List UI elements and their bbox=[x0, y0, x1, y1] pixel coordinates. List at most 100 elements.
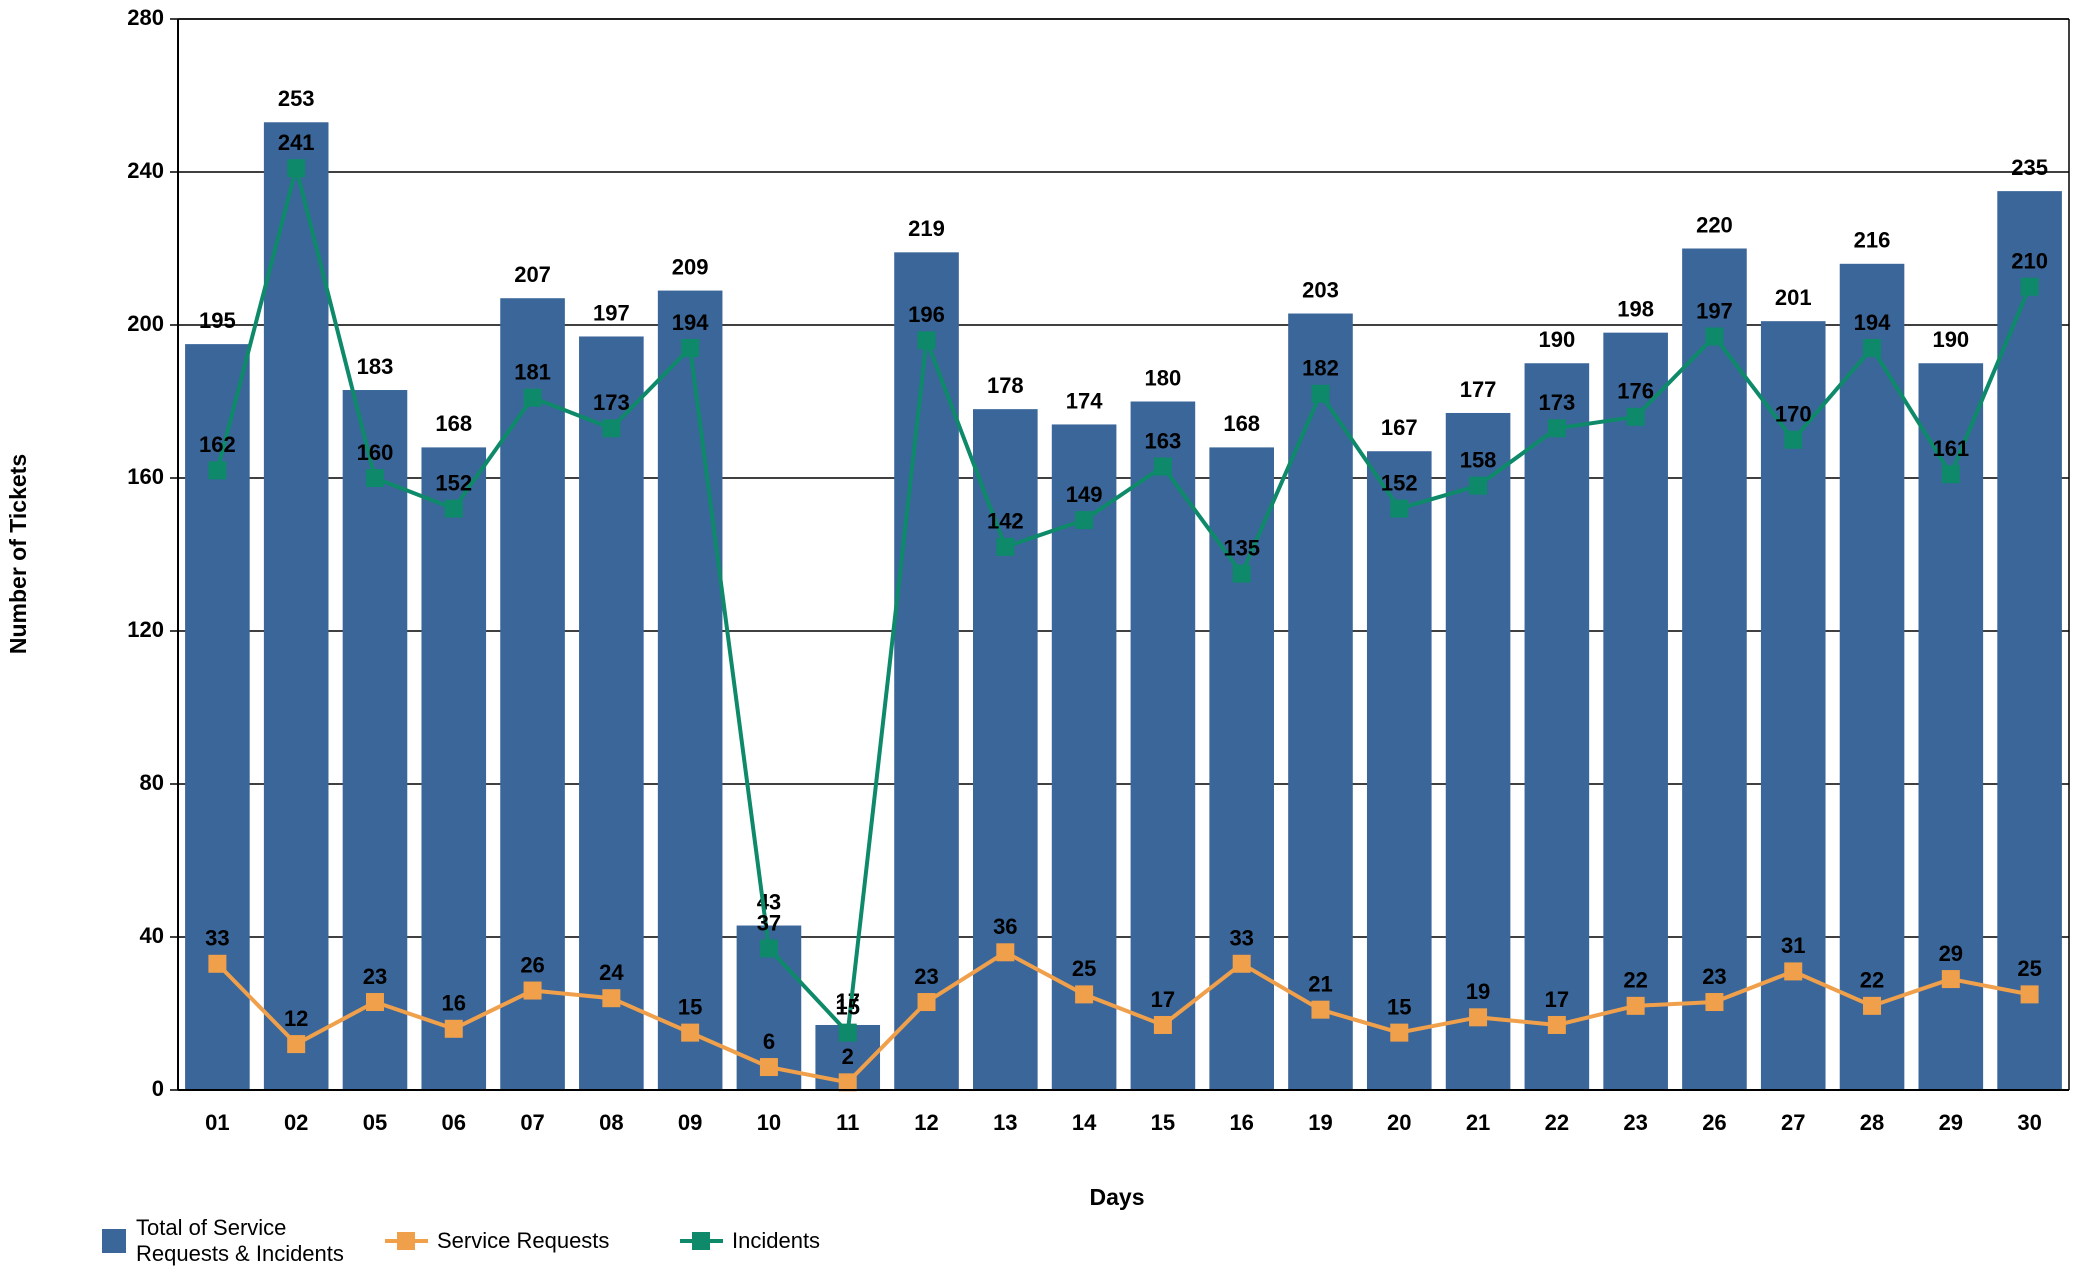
bar-value-label: 178 bbox=[987, 373, 1024, 398]
x-tick-label: 11 bbox=[836, 1110, 859, 1135]
bar-value-label: 203 bbox=[1302, 277, 1339, 302]
line bbox=[215, 167, 2032, 1038]
swatch-marker bbox=[692, 1232, 710, 1250]
x-tick-label: 12 bbox=[914, 1110, 938, 1135]
x-tick-label: 29 bbox=[1939, 1110, 1963, 1135]
x-tick-label: 13 bbox=[993, 1110, 1017, 1135]
line-value-label: 142 bbox=[987, 509, 1024, 534]
legend-label: Total of Service Requests & Incidents bbox=[136, 1215, 344, 1266]
line-value-label: 23 bbox=[914, 964, 938, 989]
legend-item: Total of Service Requests & Incidents bbox=[102, 1215, 376, 1266]
y-tick-label: 200 bbox=[127, 311, 164, 336]
line-marker bbox=[1941, 970, 1960, 989]
line-value-label: 197 bbox=[1696, 298, 1733, 323]
bar-value-label: 168 bbox=[1223, 411, 1260, 436]
chart: Number of Tickets Days 04080120160200240… bbox=[5, 5, 2070, 1210]
line-value-label: 173 bbox=[593, 390, 630, 415]
line-marker bbox=[1153, 457, 1172, 476]
bar bbox=[657, 290, 723, 1090]
line-marker bbox=[1390, 499, 1409, 518]
line-value-label: 135 bbox=[1223, 535, 1260, 560]
bar bbox=[1839, 263, 1905, 1090]
line-marker bbox=[287, 1035, 306, 1054]
legend-swatch bbox=[680, 1232, 723, 1250]
line-marker bbox=[1075, 985, 1094, 1004]
x-tick-label: 08 bbox=[599, 1110, 623, 1135]
x-tick-label: 26 bbox=[1702, 1110, 1726, 1135]
x-tick-label: 06 bbox=[442, 1110, 466, 1135]
line-marker bbox=[523, 388, 542, 407]
line-marker bbox=[996, 537, 1015, 556]
x-tick-label: 30 bbox=[2017, 1110, 2041, 1135]
line-value-label: 23 bbox=[1702, 964, 1726, 989]
line-marker bbox=[838, 1023, 857, 1042]
line-marker bbox=[1232, 564, 1251, 583]
line-value-label: 15 bbox=[835, 994, 859, 1019]
x-tick-label: 28 bbox=[1860, 1110, 1884, 1135]
swatch-rect bbox=[102, 1229, 126, 1253]
x-tick-label: 02 bbox=[284, 1110, 308, 1135]
line-value-label: 194 bbox=[1854, 310, 1891, 335]
line-marker bbox=[1784, 962, 1803, 981]
y-tick-label: 0 bbox=[152, 1076, 164, 1101]
line-value-label: 25 bbox=[2017, 956, 2041, 981]
bar bbox=[1760, 321, 1826, 1090]
legend-swatch bbox=[102, 1229, 126, 1253]
bar bbox=[1524, 363, 1590, 1090]
bar-value-label: 183 bbox=[357, 354, 394, 379]
bar bbox=[1997, 191, 2062, 1090]
line-value-label: 31 bbox=[1781, 933, 1805, 958]
y-tick-label: 280 bbox=[127, 5, 164, 30]
bar-value-label: 177 bbox=[1460, 377, 1497, 402]
line-marker bbox=[1075, 511, 1094, 530]
x-tick-label: 14 bbox=[1072, 1110, 1097, 1135]
line-marker bbox=[365, 469, 384, 487]
line-marker bbox=[1941, 465, 1960, 484]
line-value-label: 37 bbox=[757, 910, 781, 935]
line-marker bbox=[287, 159, 306, 178]
x-tick-label: 07 bbox=[520, 1110, 544, 1135]
bar bbox=[342, 390, 408, 1090]
line-marker bbox=[1469, 476, 1488, 495]
line-value-label: 210 bbox=[2011, 249, 2048, 274]
line-marker bbox=[602, 419, 621, 438]
bar-value-label: 167 bbox=[1381, 415, 1418, 440]
line-marker bbox=[759, 1058, 778, 1077]
line-value-label: 17 bbox=[1151, 987, 1175, 1012]
y-axis-title: Number of Tickets bbox=[5, 454, 31, 654]
x-tick-label: 19 bbox=[1308, 1110, 1332, 1135]
y-tick-label: 160 bbox=[127, 464, 164, 489]
line-value-label: 149 bbox=[1066, 482, 1103, 507]
line-marker bbox=[759, 939, 778, 958]
line-marker bbox=[1311, 1000, 1330, 1019]
bar bbox=[1603, 332, 1668, 1090]
line-marker bbox=[1626, 407, 1645, 426]
bar-value-label: 190 bbox=[1932, 327, 1969, 352]
line-marker bbox=[1547, 1015, 1566, 1034]
line-marker bbox=[444, 1019, 463, 1038]
bar bbox=[973, 409, 1038, 1090]
line-value-label: 23 bbox=[363, 964, 387, 989]
line-marker bbox=[917, 331, 936, 350]
bar-value-label: 220 bbox=[1696, 212, 1733, 237]
line-marker bbox=[1626, 996, 1645, 1015]
line-value-label: 19 bbox=[1466, 979, 1490, 1004]
line-value-label: 152 bbox=[1381, 470, 1418, 495]
line-value-label: 162 bbox=[199, 432, 236, 457]
y-tick-label: 120 bbox=[127, 617, 164, 642]
line bbox=[215, 949, 2030, 1085]
bar-value-label: 174 bbox=[1066, 388, 1103, 413]
line-value-label: 22 bbox=[1860, 968, 1884, 993]
y-tick-label: 40 bbox=[140, 923, 164, 948]
line-value-label: 24 bbox=[599, 960, 624, 985]
x-tick-label: 16 bbox=[1229, 1110, 1253, 1135]
line-value-label: 6 bbox=[763, 1029, 775, 1054]
line-marker bbox=[602, 989, 621, 1008]
bar-value-label: 207 bbox=[514, 262, 551, 287]
line-marker bbox=[208, 461, 227, 480]
line-value-label: 158 bbox=[1460, 447, 1497, 472]
line-marker bbox=[523, 981, 542, 1000]
x-tick-label: 01 bbox=[205, 1110, 229, 1135]
bar bbox=[579, 336, 644, 1091]
